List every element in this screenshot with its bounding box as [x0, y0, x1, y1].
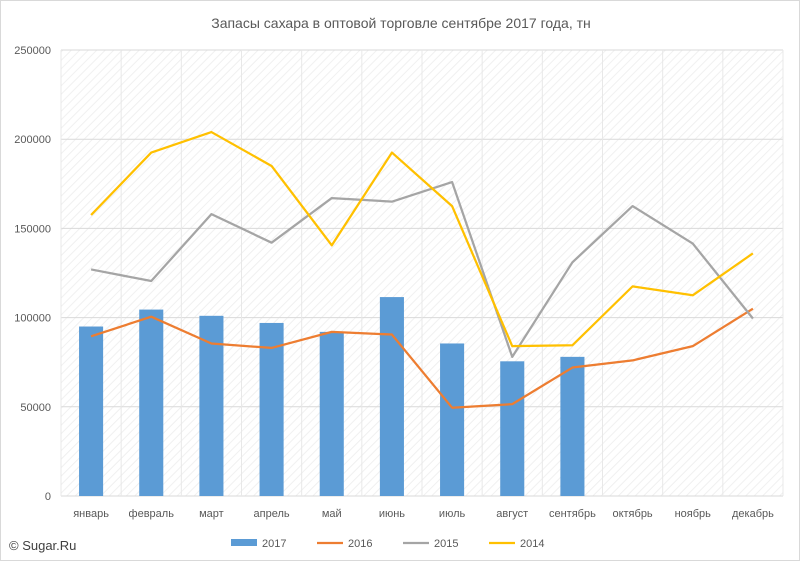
x-tick-label: август	[496, 508, 528, 520]
copyright-text: © Sugar.Ru	[9, 538, 77, 553]
x-tick-label: июль	[439, 508, 466, 520]
x-tick-label: июнь	[379, 508, 405, 520]
y-tick-label: 150000	[14, 223, 51, 235]
y-tick-label: 250000	[14, 45, 51, 57]
y-tick-label: 200000	[14, 134, 51, 146]
legend-swatch-2017	[231, 539, 257, 546]
x-tick-label: февраль	[129, 508, 175, 520]
y-tick-label: 50000	[20, 402, 51, 414]
y-tick-label: 0	[45, 491, 51, 503]
x-tick-label: декабрь	[732, 508, 774, 520]
bar-2017	[79, 326, 104, 496]
bar-2017	[139, 309, 164, 496]
y-tick-label: 100000	[14, 313, 51, 325]
legend-label-2017: 2017	[262, 538, 286, 550]
bar-2017	[259, 322, 284, 496]
x-tick-label: сентябрь	[549, 508, 596, 520]
x-tick-label: апрель	[254, 508, 290, 520]
line-2016	[90, 307, 754, 409]
chart-title: Запасы сахара в оптовой торговле сентябр…	[211, 15, 591, 31]
legend-label-2015: 2015	[434, 538, 458, 550]
bar-2017	[199, 315, 224, 496]
line-2014	[90, 130, 754, 348]
bar-2017	[560, 356, 585, 496]
x-tick-label: январь	[73, 508, 109, 520]
x-tick-label: октябрь	[612, 508, 652, 520]
x-tick-label: март	[199, 508, 224, 520]
legend-label-2016: 2016	[348, 538, 372, 550]
bar-2017	[500, 361, 525, 496]
x-tick-label: ноябрь	[675, 508, 712, 520]
bar-2017	[319, 331, 344, 496]
legend-label-2014: 2014	[520, 538, 544, 550]
x-tick-label: май	[322, 508, 342, 520]
bar-2017	[440, 343, 465, 496]
line-2015	[90, 180, 754, 358]
bar-2017	[379, 297, 404, 496]
